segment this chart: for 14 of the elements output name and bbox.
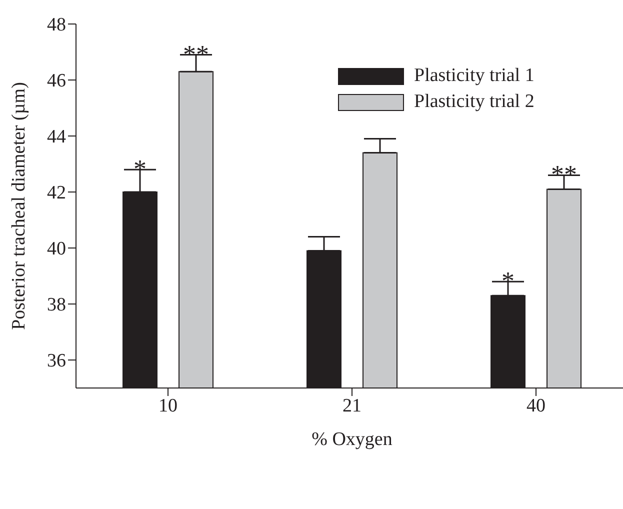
- legend-label: Plasticity trial 1: [414, 65, 534, 87]
- y-tick-label: 42: [47, 182, 66, 204]
- y-axis-title: Posterior tracheal diameter (µm): [8, 82, 30, 330]
- y-tick-label: 44: [47, 126, 66, 148]
- y-tick-label: 40: [47, 238, 66, 260]
- x-tick-label: 21: [342, 395, 362, 416]
- y-tick-label: 36: [47, 350, 66, 372]
- legend-label: Plasticity trial 2: [414, 91, 534, 113]
- x-tick-label: 40: [526, 395, 546, 416]
- y-tick-label: 46: [47, 70, 66, 92]
- x-tick-label: 10: [158, 395, 178, 416]
- y-tick-label: 48: [47, 14, 66, 36]
- y-tick-label: 38: [47, 294, 66, 316]
- x-axis-title: % Oxygen: [312, 429, 393, 450]
